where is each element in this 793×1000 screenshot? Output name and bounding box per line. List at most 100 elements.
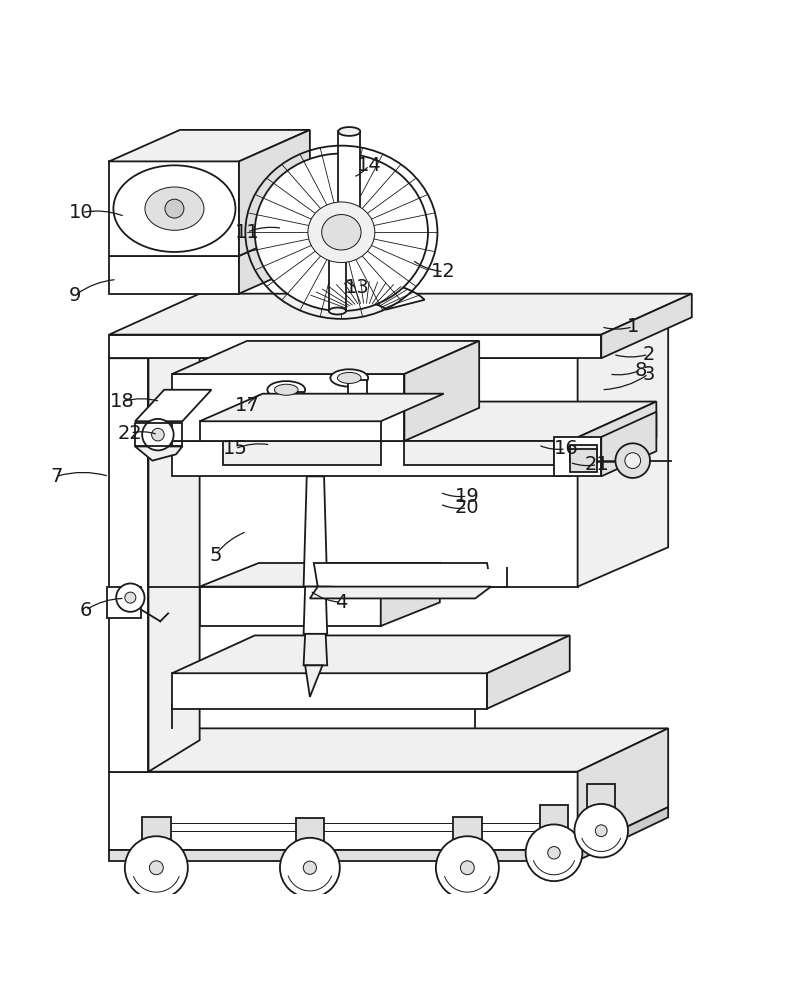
Polygon shape <box>554 437 601 476</box>
Polygon shape <box>142 817 170 846</box>
Polygon shape <box>135 446 182 461</box>
Circle shape <box>436 836 499 899</box>
Polygon shape <box>172 402 657 441</box>
Ellipse shape <box>338 372 361 383</box>
Polygon shape <box>109 354 148 772</box>
Polygon shape <box>239 224 310 294</box>
Polygon shape <box>569 449 597 472</box>
Polygon shape <box>347 380 366 441</box>
Polygon shape <box>109 256 239 294</box>
Polygon shape <box>109 294 691 335</box>
Text: 1: 1 <box>626 317 639 336</box>
Polygon shape <box>304 587 328 634</box>
Polygon shape <box>404 441 554 465</box>
Polygon shape <box>224 441 381 465</box>
Polygon shape <box>318 567 507 587</box>
Polygon shape <box>135 390 212 421</box>
Circle shape <box>615 443 650 478</box>
Circle shape <box>151 428 164 441</box>
Ellipse shape <box>255 154 428 311</box>
Polygon shape <box>172 635 569 673</box>
Polygon shape <box>109 850 577 861</box>
Text: 7: 7 <box>50 467 63 486</box>
Text: 17: 17 <box>235 396 259 415</box>
Polygon shape <box>577 807 668 861</box>
Polygon shape <box>109 130 310 161</box>
Text: 2: 2 <box>642 345 655 364</box>
Polygon shape <box>304 634 328 665</box>
Polygon shape <box>329 232 346 311</box>
Polygon shape <box>577 317 668 587</box>
Text: 4: 4 <box>335 593 347 612</box>
Polygon shape <box>296 818 324 847</box>
Polygon shape <box>305 281 424 310</box>
Circle shape <box>526 824 582 881</box>
Polygon shape <box>304 476 328 587</box>
Polygon shape <box>109 327 200 358</box>
Circle shape <box>596 825 607 837</box>
Text: 10: 10 <box>69 203 94 222</box>
Polygon shape <box>540 805 568 833</box>
Polygon shape <box>172 441 569 476</box>
Ellipse shape <box>308 202 375 263</box>
Polygon shape <box>314 563 491 587</box>
Circle shape <box>142 419 174 450</box>
Polygon shape <box>569 402 657 476</box>
Polygon shape <box>109 772 577 850</box>
Circle shape <box>165 199 184 218</box>
Text: 13: 13 <box>345 278 370 297</box>
Circle shape <box>125 592 136 603</box>
Polygon shape <box>200 394 444 421</box>
Polygon shape <box>172 341 479 374</box>
Ellipse shape <box>274 384 298 395</box>
Circle shape <box>548 847 560 859</box>
Text: 19: 19 <box>455 487 480 506</box>
Text: 9: 9 <box>69 286 82 305</box>
Text: 22: 22 <box>118 424 143 443</box>
Circle shape <box>574 804 628 857</box>
Polygon shape <box>569 445 597 461</box>
Polygon shape <box>172 374 404 441</box>
Ellipse shape <box>329 308 346 314</box>
Polygon shape <box>487 635 569 709</box>
Ellipse shape <box>145 187 204 230</box>
Circle shape <box>280 838 340 898</box>
Polygon shape <box>587 784 615 812</box>
Text: 15: 15 <box>223 439 247 458</box>
Polygon shape <box>109 335 601 358</box>
Text: 14: 14 <box>357 156 381 175</box>
Text: 20: 20 <box>455 498 480 517</box>
Polygon shape <box>200 563 440 587</box>
Polygon shape <box>305 665 323 697</box>
Polygon shape <box>381 563 440 626</box>
Circle shape <box>116 583 144 612</box>
Text: 16: 16 <box>554 439 578 458</box>
Circle shape <box>625 453 641 469</box>
Text: 3: 3 <box>642 365 655 384</box>
Ellipse shape <box>331 369 368 387</box>
Ellipse shape <box>267 381 305 398</box>
Circle shape <box>149 861 163 875</box>
Polygon shape <box>200 587 381 626</box>
Ellipse shape <box>113 165 236 252</box>
Polygon shape <box>172 673 487 709</box>
Polygon shape <box>200 421 381 441</box>
Polygon shape <box>453 817 481 846</box>
Text: 21: 21 <box>585 455 610 474</box>
Polygon shape <box>404 341 479 441</box>
Ellipse shape <box>329 229 346 236</box>
Polygon shape <box>310 587 491 598</box>
Circle shape <box>461 861 474 875</box>
Polygon shape <box>109 224 310 256</box>
Ellipse shape <box>339 232 360 241</box>
Text: 8: 8 <box>634 361 647 380</box>
Text: 5: 5 <box>209 546 221 565</box>
Ellipse shape <box>339 127 360 136</box>
Ellipse shape <box>322 215 361 250</box>
Polygon shape <box>109 728 668 772</box>
Polygon shape <box>148 323 200 772</box>
Polygon shape <box>601 294 691 358</box>
Text: 11: 11 <box>235 223 259 242</box>
Polygon shape <box>285 392 304 441</box>
Polygon shape <box>239 130 310 256</box>
